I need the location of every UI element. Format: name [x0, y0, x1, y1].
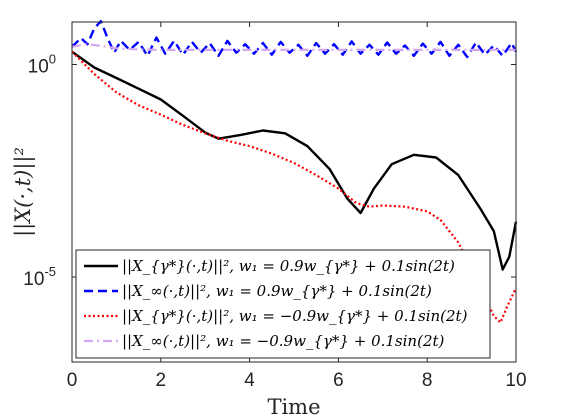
y-tick-label: 100 [28, 52, 56, 78]
x-tick-label: 8 [422, 370, 433, 391]
series-line-2 [71, 19, 518, 59]
y-axis-label: ||X(·,t)||² [11, 147, 36, 237]
y-axis-label-group: ||X(·,t)||² [11, 147, 36, 237]
x-axis-label: Time [267, 395, 320, 419]
tick-layer: 0 2 4 6 8 10 100 10-5 [23, 22, 527, 391]
plot-frame [71, 21, 517, 363]
legend-entry-1: ||X_{γ*}(·,t)||², w₁ = 0.9w_{γ*} + 0.1si… [122, 257, 455, 275]
legend-entry-2: ||X_∞(·,t)||², w₁ = 0.9w_{γ*} + 0.1sin(2… [122, 282, 432, 300]
x-tick-label: 4 [244, 370, 255, 391]
x-tick-label: 0 [67, 370, 78, 391]
legend-entry-4: ||X_∞(·,t)||², w₁ = −0.9w_{γ*} + 0.1sin(… [122, 332, 445, 350]
x-tick-label: 6 [333, 370, 344, 391]
x-tick-label: 2 [156, 370, 167, 391]
legend-box [75, 249, 491, 359]
series-layer [71, 19, 518, 324]
y-tick-label: 10-5 [23, 264, 56, 290]
legend-entry-3: ||X_{γ*}(·,t)||², w₁ = −0.9w_{γ*} + 0.1s… [122, 307, 468, 325]
series-line-1 [71, 50, 518, 271]
x-tick-label: 10 [505, 370, 526, 391]
series-line-4 [71, 43, 516, 52]
legend: ||X_{γ*}(·,t)||², w₁ = 0.9w_{γ*} + 0.1si… [75, 249, 491, 359]
series-line-3 [71, 50, 517, 324]
